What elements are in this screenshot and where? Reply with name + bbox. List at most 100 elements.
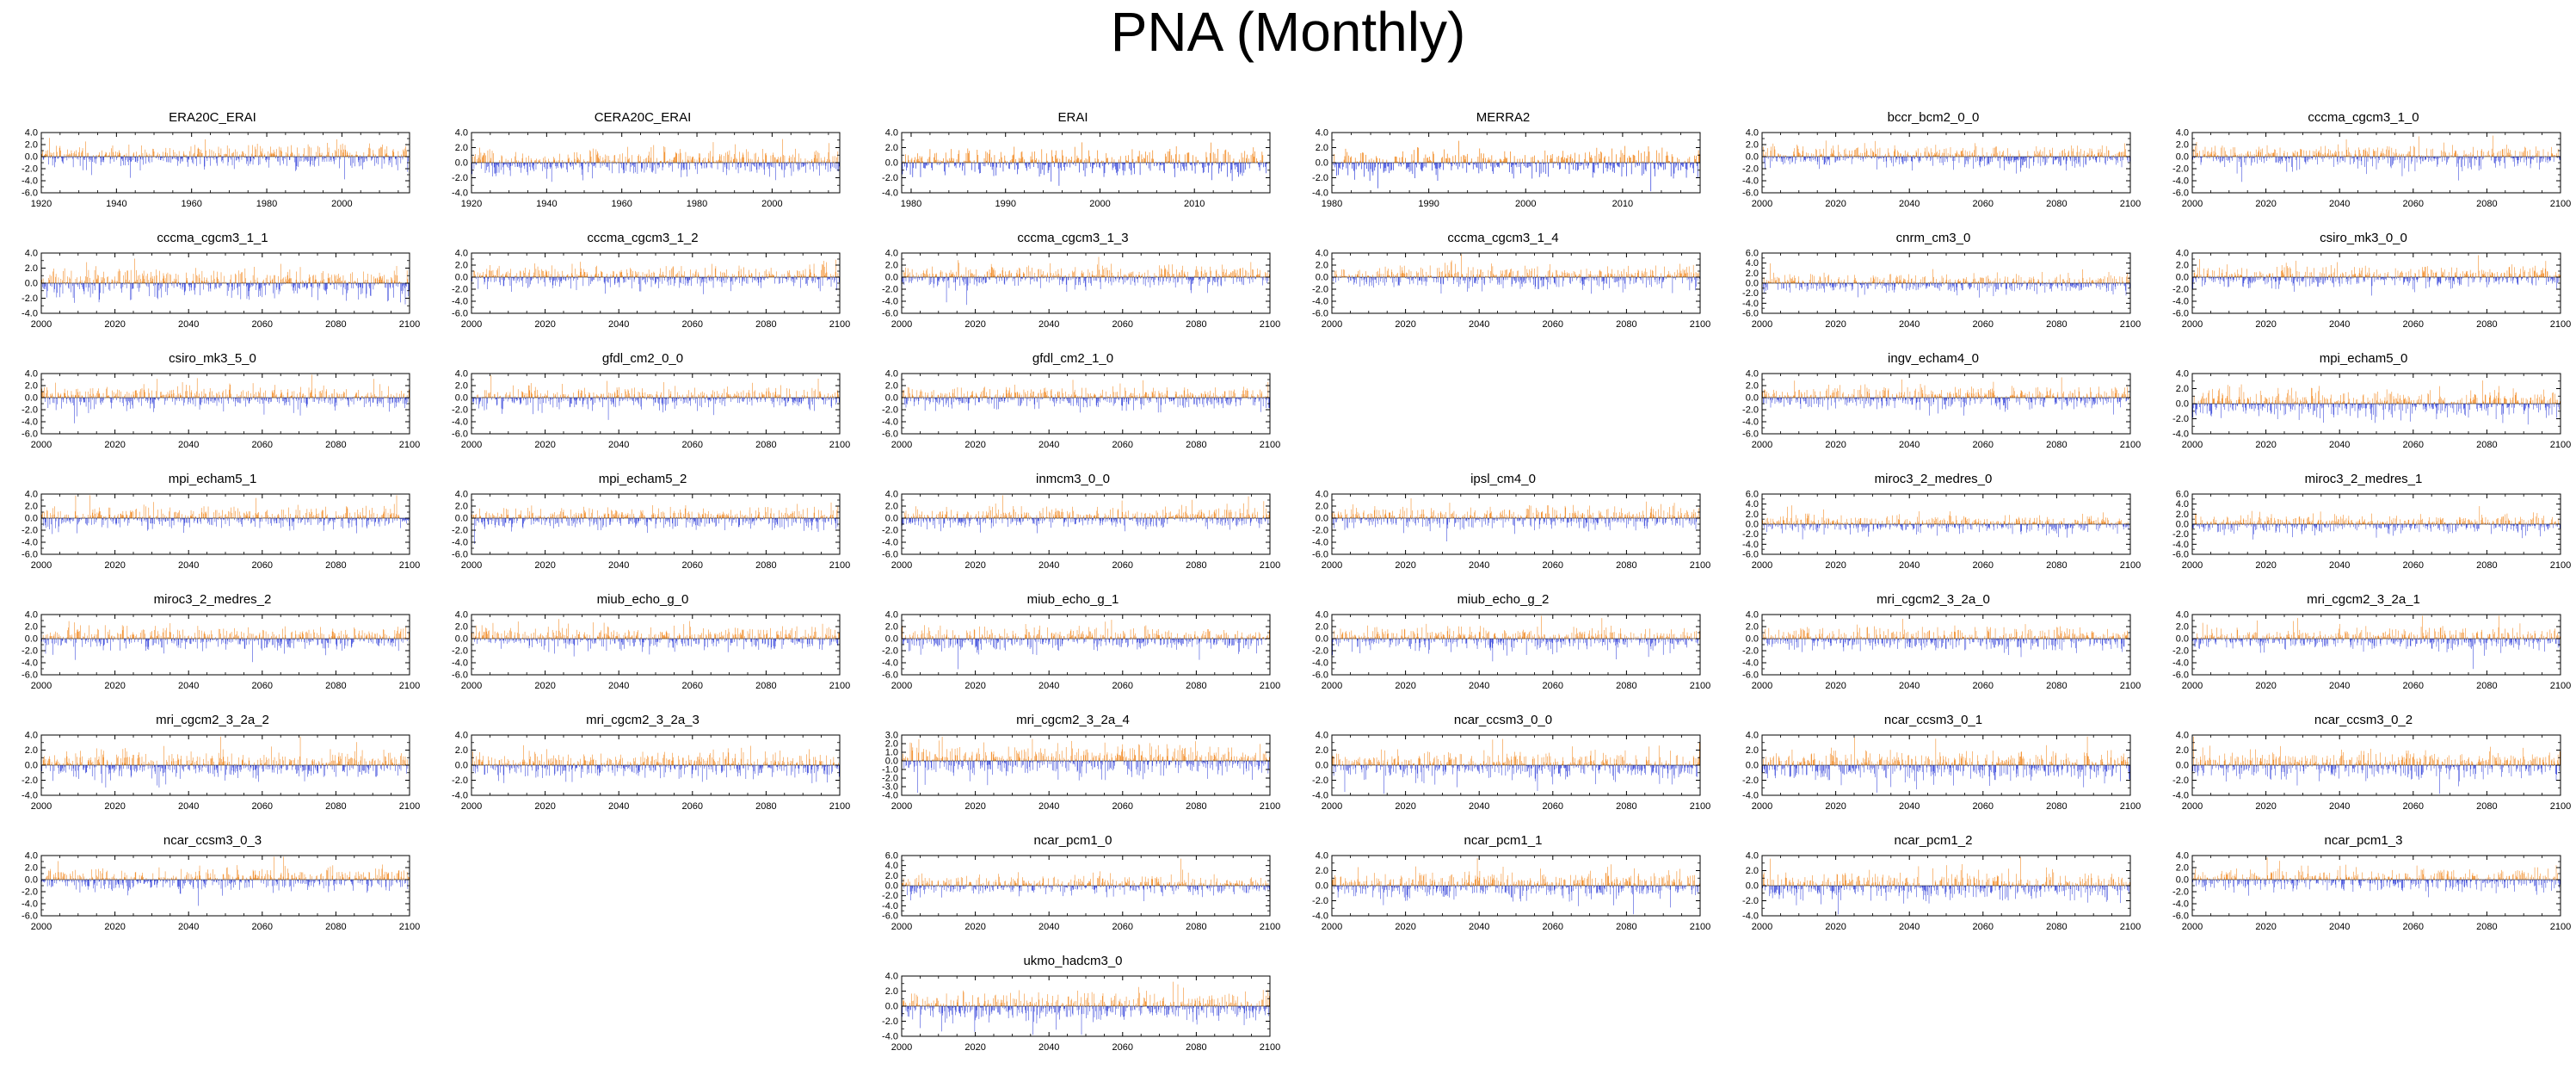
y-tick-label: 0.0	[1316, 158, 1328, 169]
y-tick-label: -2.0	[452, 173, 468, 183]
x-tick-label: 1940	[106, 199, 126, 209]
x-tick-label: 2060	[1973, 199, 1994, 209]
x-tick-label: 2040	[178, 319, 199, 330]
x-tick-label: 2000	[461, 319, 482, 330]
y-tick-label: -4.0	[22, 176, 38, 187]
x-tick-label: 1920	[461, 199, 482, 209]
y-tick-label: -6.0	[22, 188, 38, 199]
panel-CERA20C_ERAI: CERA20C_ERAI 4.0 2.0 0.0 -2.0 -4.0 1920 1940 196…	[437, 110, 848, 222]
x-tick-label: 2040	[2329, 199, 2350, 209]
y-tick-label: 4.0	[1746, 128, 1759, 139]
x-tick-label: 2100	[829, 319, 850, 330]
panel-cccma_cgcm3_1_3: cccma_cgcm3_1_3 4.0 2.0 0.0 -2.0 -4.0 -6.0 2000…	[867, 231, 1280, 343]
panel-cccma_cgcm3_1_2: cccma_cgcm3_1_2 4.0 2.0 0.0 -2.0 -4.0 -6.0 2000…	[437, 231, 850, 343]
x-tick-label: 1960	[181, 199, 201, 209]
y-tick-label: 0.0	[2176, 152, 2189, 163]
x-tick-label: 2020	[534, 319, 555, 330]
y-tick-label: 4.0	[25, 128, 38, 139]
x-tick-label: 2060	[682, 319, 703, 330]
panel-ERA20C_ERAI: ERA20C_ERAI 4.0 2.0 0.0 -2.0 -4.0 -6.0 1920 1940…	[7, 110, 418, 222]
y-tick-label: 0.0	[455, 158, 468, 169]
panel-title: cccma_cgcm3_1_0	[2158, 110, 2569, 126]
x-tick-label: 2020	[104, 319, 125, 330]
y-tick-label: -2.0	[2172, 164, 2189, 175]
panel-title: cccma_cgcm3_1_1	[7, 231, 418, 246]
y-tick-label: 2.0	[455, 143, 468, 153]
y-tick-label: -2.0	[1742, 164, 1759, 175]
y-tick-label: 4.0	[455, 249, 468, 259]
y-tick-label: 2.0	[885, 143, 898, 153]
x-tick-label: 2060	[252, 319, 273, 330]
y-tick-label: 2.0	[1746, 140, 1759, 151]
panel-title: bccr_bcm2_0_0	[1728, 110, 2139, 126]
y-tick-label: 2.0	[25, 140, 38, 151]
y-tick-label: -4.0	[1742, 176, 1759, 187]
x-tick-label: 2080	[325, 319, 346, 330]
panel-title: ERA20C_ERAI	[7, 110, 418, 126]
y-tick-label: -4.0	[22, 309, 38, 319]
x-tick-label: 2080	[2476, 199, 2497, 209]
y-tick-label: 4.0	[2176, 128, 2189, 139]
y-tick-label: -2.0	[22, 164, 38, 175]
x-tick-label: 2010	[1184, 199, 1205, 209]
x-tick-label: 2000	[31, 319, 52, 330]
x-tick-label: 1980	[687, 199, 707, 209]
x-tick-label: 1980	[256, 199, 277, 209]
y-tick-label: 2.0	[1316, 143, 1328, 153]
x-tick-label: 2060	[2403, 199, 2424, 209]
panel-title: cccma_cgcm3_1_3	[867, 231, 1279, 246]
y-tick-label: -6.0	[2172, 188, 2189, 199]
panel-title: cccma_cgcm3_1_2	[437, 231, 848, 246]
y-tick-label: 0.0	[25, 152, 38, 163]
x-tick-label: 2000	[331, 199, 352, 209]
y-tick-label: 0.0	[25, 279, 38, 289]
y-tick-label: 0.0	[1746, 152, 1759, 163]
y-tick-label: -2.0	[882, 173, 898, 183]
panel-bccr_bcm2_0_0: bccr_bcm2_0_0 4.0 2.0 0.0 -2.0 -4.0 -6.0 2000 20…	[1728, 110, 2141, 222]
x-tick-label: 1990	[995, 199, 1015, 209]
panel-ERAI: ERAI 4.0 2.0 0.0 -2.0 -4.0 1980 1990 2000 2010	[867, 110, 1279, 222]
x-tick-label: 2000	[1515, 199, 1536, 209]
x-tick-label: 2000	[1752, 199, 1772, 209]
x-tick-label: 2080	[755, 319, 776, 330]
x-tick-label: 2100	[2120, 199, 2141, 209]
x-tick-label: 1980	[901, 199, 921, 209]
x-tick-label: 2020	[1825, 199, 1846, 209]
x-tick-label: 1960	[611, 199, 632, 209]
x-tick-label: 2100	[399, 319, 420, 330]
panel-title: MERRA2	[1297, 110, 1709, 126]
x-tick-label: 1940	[536, 199, 557, 209]
x-tick-label: 1920	[31, 199, 52, 209]
y-tick-label: -4.0	[2172, 176, 2189, 187]
y-tick-label: 4.0	[25, 249, 38, 259]
x-tick-label: 2040	[608, 319, 629, 330]
panel-cccma_cgcm3_1_1: cccma_cgcm3_1_1 4.0 2.0 0.0 -2.0 -4.0 2000 2020…	[7, 231, 420, 343]
x-tick-label: 2020	[2255, 199, 2276, 209]
y-tick-label: 0.0	[885, 158, 898, 169]
y-tick-label: -2.0	[22, 294, 38, 304]
panel-title: CERA20C_ERAI	[437, 110, 848, 126]
x-tick-label: 2100	[2550, 199, 2571, 209]
x-tick-label: 2010	[1612, 199, 1633, 209]
y-tick-label: -4.0	[882, 188, 898, 199]
x-tick-label: 1980	[1322, 199, 1342, 209]
panel-cccma_cgcm3_1_0: cccma_cgcm3_1_0 4.0 2.0 0.0 -2.0 -4.0 -6.0 2000…	[2158, 110, 2571, 222]
y-tick-label: 4.0	[885, 128, 898, 139]
y-tick-label: 2.0	[455, 261, 468, 271]
y-tick-label: 2.0	[25, 263, 38, 274]
y-tick-label: -4.0	[452, 297, 468, 307]
x-tick-label: 2000	[2182, 199, 2203, 209]
y-tick-label: -4.0	[1312, 188, 1328, 199]
y-tick-label: 2.0	[2176, 140, 2189, 151]
y-tick-label: -2.0	[1312, 173, 1328, 183]
x-tick-label: 1990	[1418, 199, 1439, 209]
x-tick-label: 2000	[761, 199, 782, 209]
